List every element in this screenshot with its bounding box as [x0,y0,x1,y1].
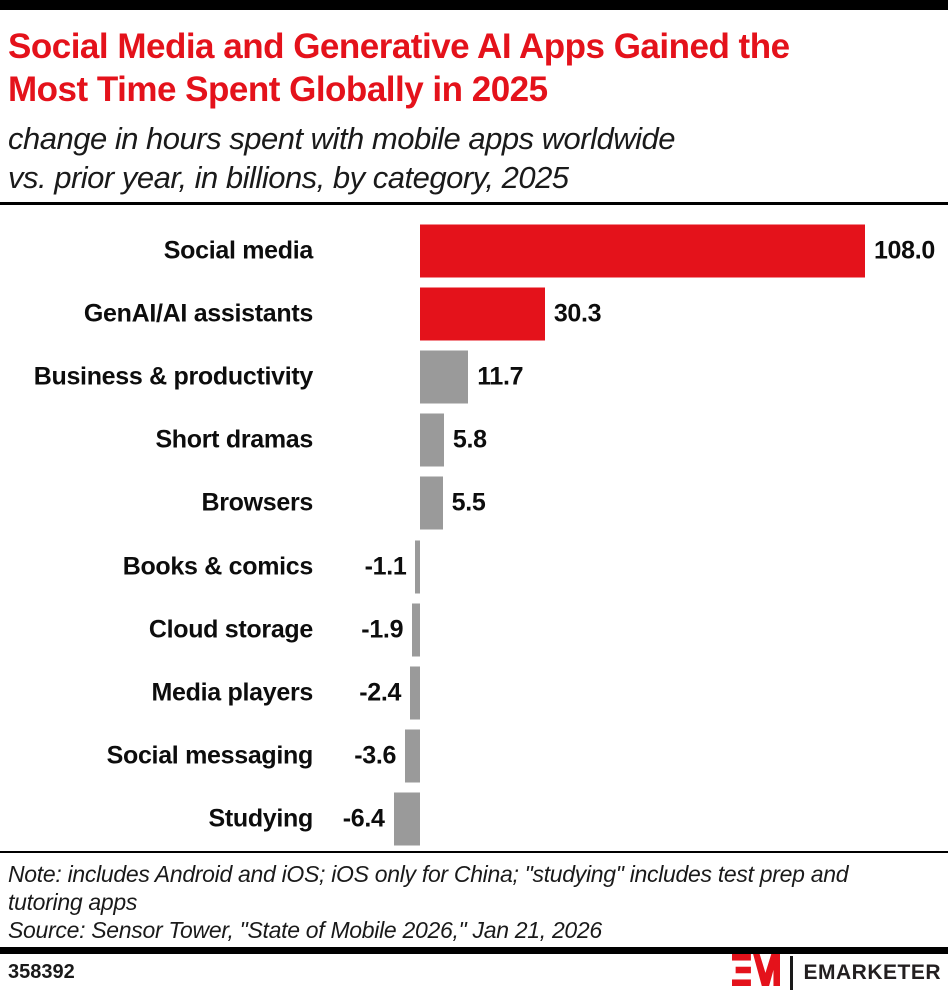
value-label: 108.0 [873,236,936,265]
value-label: -1.9 [361,615,404,644]
category-label: Business & productivity [33,362,314,391]
brand-name: EMARKETER [803,960,941,984]
chart-header: Social Media and Generative AI Apps Gain… [0,25,948,197]
logo-divider [790,955,794,990]
chart-subtitle-line-1: change in hours spent with mobile apps w… [8,121,676,156]
category-label: Social messaging [106,741,314,770]
category-label: Books & comics [122,552,314,581]
chart-title-line-1: Social Media and Generative AI Apps Gain… [8,27,790,66]
chart-row: Cloud storage -1.9 [0,598,948,661]
category-label: Studying [208,804,313,833]
category-label: GenAI/AI assistants [83,299,313,328]
emarketer-logo: EMARKETER [732,954,941,991]
header-divider-line [0,202,948,205]
em-monogram-icon [732,954,781,991]
chart-row: Social messaging -3.6 [0,725,948,788]
value-label: 5.5 [451,488,486,517]
chart-id: 358392 [8,961,75,983]
chart-subtitle: change in hours spent with mobile apps w… [8,119,940,197]
footnote-divider-line [0,851,948,853]
top-border-bar [0,0,948,10]
chart-row: GenAI/AI assistants 30.3 [0,282,948,345]
bar-negative [393,792,420,846]
chart-row: Business & productivity 11.7 [0,345,948,408]
chart-row: Media players -2.4 [0,661,948,724]
bar-negative [412,603,420,657]
chart-row: Browsers 5.5 [0,472,948,535]
bar-negative [410,666,420,720]
note-line-2: tutoring apps [8,889,138,915]
value-label: 11.7 [477,362,524,391]
bar-positive [420,476,443,530]
value-label: -1.1 [364,552,407,581]
chart-title: Social Media and Generative AI Apps Gain… [8,25,940,111]
bar-negative [405,729,420,783]
chart-row: Books & comics -1.1 [0,535,948,598]
value-label: 5.8 [452,425,487,454]
value-label: -2.4 [359,678,402,707]
chart-title-line-2: Most Time Spent Globally in 2025 [8,70,548,109]
bar-positive [420,413,444,467]
chart-row: Social media 108.0 [0,219,948,282]
footer-divider-bar [0,947,948,954]
value-label: -6.4 [342,804,385,833]
footnotes: Note: includes Android and iOS; iOS only… [0,853,948,944]
bar-chart: Social media 108.0 GenAI/AI assistants 30.3… [0,219,948,851]
category-label: Cloud storage [148,615,313,644]
category-label: Browsers [201,488,313,517]
note-line-1: Note: includes Android and iOS; iOS only… [8,861,849,887]
category-label: Media players [151,678,314,707]
chart-row: Short dramas 5.8 [0,409,948,472]
chart-subtitle-line-2: vs. prior year, in billions, by category… [8,160,569,195]
value-label: -3.6 [354,741,397,770]
bar-negative [415,540,420,594]
chart-row: Studying -6.4 [0,788,948,851]
footer: 358392 EMARKETER [0,954,948,995]
value-label: 30.3 [553,299,602,328]
bar-positive [420,224,865,278]
category-label: Short dramas [155,425,313,454]
bar-positive [420,350,469,404]
category-label: Social media [163,236,314,265]
bar-positive [420,287,545,341]
source-line: Source: Sensor Tower, "State of Mobile 2… [8,917,602,943]
